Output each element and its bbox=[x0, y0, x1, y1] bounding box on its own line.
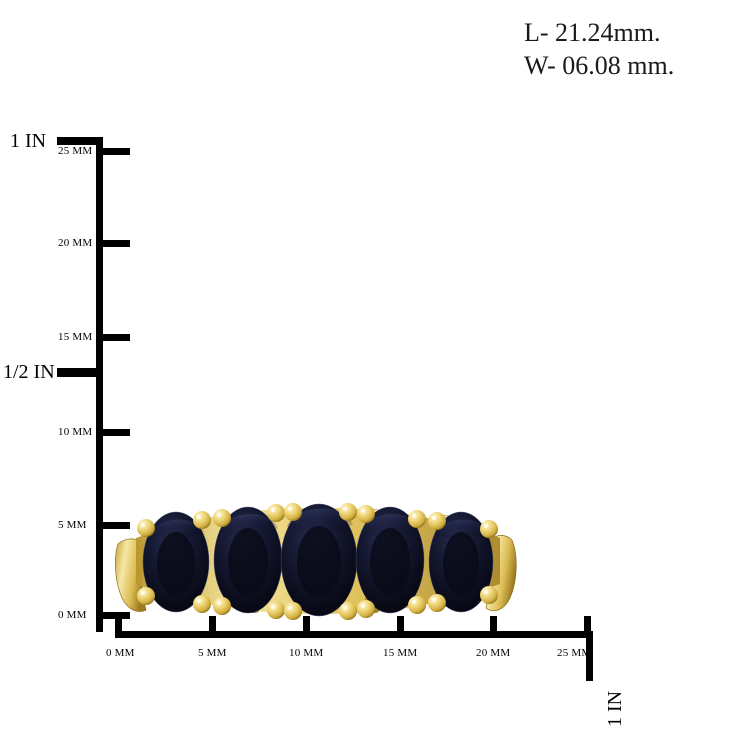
vertical-ruler-axis bbox=[96, 140, 103, 632]
horizontal-label-25mm: 25 MM bbox=[557, 647, 592, 659]
vertical-label-10mm: 10 MM bbox=[58, 426, 93, 438]
ring-stone-5 bbox=[428, 511, 494, 613]
horizontal-tick-20mm bbox=[490, 616, 497, 634]
dimension-caption: L- 21.24mm. W- 06.08 mm. bbox=[524, 16, 674, 83]
ring-stone-group bbox=[142, 503, 494, 617]
vertical-tick-half-in bbox=[57, 368, 103, 377]
vertical-label-1in: 1 IN bbox=[10, 130, 47, 152]
length-measurement-text: L- 21.24mm. bbox=[524, 18, 661, 47]
vertical-label-half-in: 1/2 IN bbox=[3, 361, 55, 383]
vertical-label-0mm: 0 MM bbox=[58, 609, 87, 621]
vertical-tick-5mm bbox=[103, 522, 130, 529]
horizontal-label-0mm: 0 MM bbox=[106, 647, 135, 659]
vertical-label-15mm: 15 MM bbox=[58, 331, 93, 343]
vertical-tick-15mm bbox=[103, 334, 130, 341]
horizontal-label-15mm: 15 MM bbox=[383, 647, 418, 659]
horizontal-ruler-axis bbox=[115, 631, 593, 638]
vertical-tick-0mm bbox=[103, 612, 130, 619]
vertical-label-20mm: 20 MM bbox=[58, 237, 93, 249]
horizontal-tick-15mm bbox=[397, 616, 404, 634]
ring-stone-4 bbox=[355, 506, 425, 614]
horizontal-tick-0mm bbox=[115, 616, 122, 634]
horizontal-label-1in: 1 IN bbox=[604, 690, 626, 727]
ring-stone-1 bbox=[142, 511, 210, 613]
vertical-label-25mm: 25 MM bbox=[58, 145, 93, 157]
vertical-tick-10mm bbox=[103, 429, 130, 436]
horizontal-tick-5mm bbox=[209, 616, 216, 634]
horizontal-label-20mm: 20 MM bbox=[476, 647, 511, 659]
vertical-tick-20mm bbox=[103, 240, 130, 247]
ring-illustration bbox=[115, 503, 517, 620]
ring-stone-3 bbox=[280, 503, 358, 617]
horizontal-tick-25mm bbox=[584, 616, 591, 634]
horizontal-tick-10mm bbox=[303, 616, 310, 634]
width-measurement-text: W- 06.08 mm. bbox=[524, 51, 675, 81]
horizontal-ruler-end-drop bbox=[586, 631, 593, 681]
vertical-tick-25mm bbox=[103, 148, 130, 155]
horizontal-label-10mm: 10 MM bbox=[289, 647, 324, 659]
ring-stone-2 bbox=[213, 506, 283, 614]
ring-prongs bbox=[137, 503, 498, 620]
product-image-ring bbox=[112, 478, 524, 626]
vertical-tick-1in bbox=[57, 137, 103, 145]
horizontal-label-5mm: 5 MM bbox=[198, 647, 227, 659]
vertical-label-5mm: 5 MM bbox=[58, 519, 87, 531]
